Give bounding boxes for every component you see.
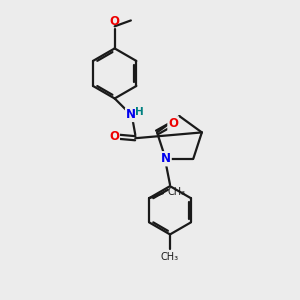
Text: N: N	[160, 152, 171, 165]
Text: CH₃: CH₃	[168, 187, 186, 197]
Text: O: O	[110, 15, 120, 28]
Text: O: O	[109, 130, 119, 143]
Text: O: O	[168, 117, 178, 130]
Text: CH₃: CH₃	[161, 251, 179, 262]
Text: H: H	[135, 107, 143, 117]
Text: N: N	[126, 108, 136, 121]
